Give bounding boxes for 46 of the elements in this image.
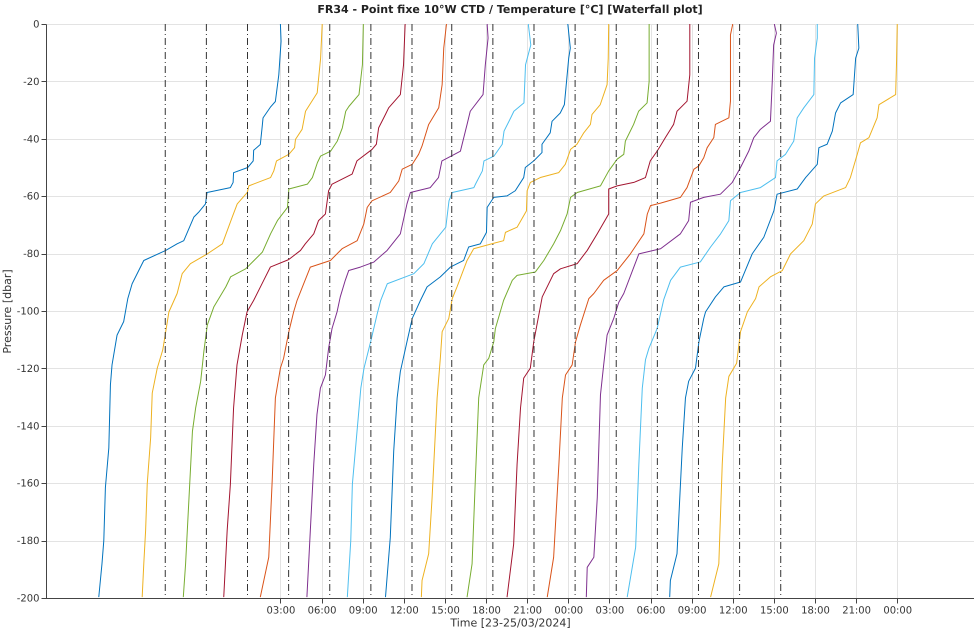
line-series [626,24,818,598]
chart-title: FR34 - Point fixe 10°W CTD / Temperature [°C] [Waterfall plot] [317,3,703,16]
x-tick-label: 06:00 [636,606,666,616]
y-tick-label: -80 [23,249,40,260]
x-tick-label: 15:00 [430,606,460,616]
y-tick-label: -140 [16,421,40,432]
x-tick-label: 15:00 [760,606,789,616]
x-tick-label: 21:00 [842,606,872,616]
y-tick-label: -20 [23,76,40,88]
y-tick-label: -160 [16,478,40,490]
x-tick-label: 18:00 [472,606,501,616]
line-series [346,24,532,598]
y-tick-label: -40 [23,134,40,146]
y-tick-label: 0 [33,20,40,30]
x-axis-title: Time [23-25/03/2024] [449,616,571,628]
line-series [260,24,447,598]
x-tick-label: 12:00 [718,606,748,616]
line-series [98,24,282,598]
line-series [669,24,860,598]
line-series [306,24,489,598]
x-tick-label: 18:00 [801,606,830,616]
x-tick-label: 03:00 [266,606,296,616]
y-tick-label: -60 [23,192,40,203]
x-tick-label: 00:00 [883,606,912,616]
line-series [710,24,898,598]
line-series [586,24,777,598]
line-series [506,24,690,598]
line-series [142,24,323,598]
line-series [182,24,364,598]
x-tick-label: 09:00 [348,606,378,616]
y-tick-label: -100 [16,306,40,318]
y-tick-label: -180 [16,536,40,548]
x-tick-label: 21:00 [513,606,542,616]
x-tick-label: 00:00 [554,606,584,616]
line-series [384,24,571,598]
x-tick-label: 12:00 [390,606,419,616]
y-tick-label: -120 [16,364,40,375]
line-series [420,24,610,598]
line-series [546,24,734,598]
line-series [466,24,650,598]
y-axis-title: Pressure [dbar] [0,269,14,354]
x-tick-label: 06:00 [308,606,336,616]
x-tick-label: 09:00 [678,606,707,616]
y-tick-label: -200 [16,594,40,604]
x-tick-label: 03:00 [595,606,624,616]
line-series [223,24,406,598]
